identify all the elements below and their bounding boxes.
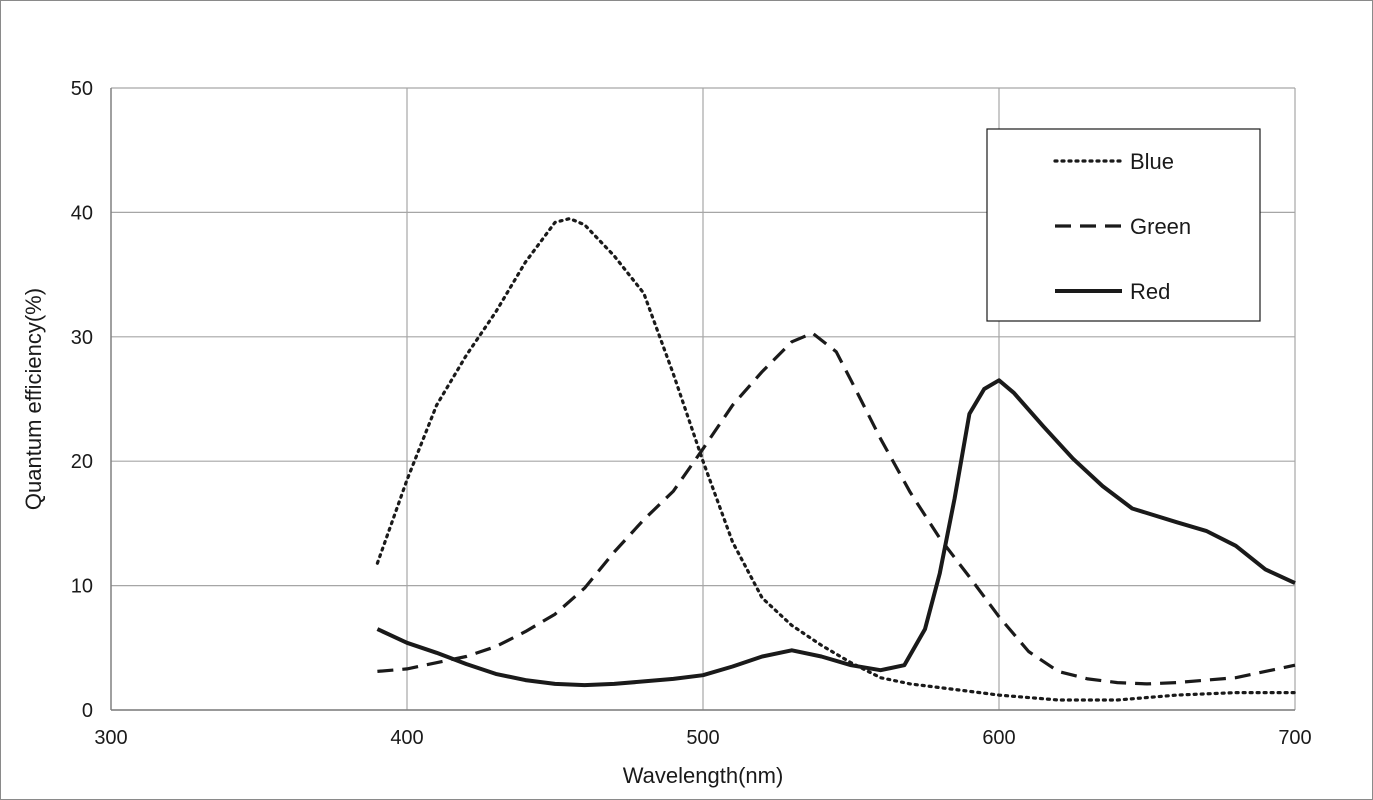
y-axis-ticks: 0 10 20 30 40 50 <box>71 78 93 722</box>
legend-label-red: Red <box>1130 279 1170 304</box>
series-line-red <box>376 378 1296 688</box>
y-tick-label: 0 <box>82 700 93 722</box>
y-tick-label: 10 <box>71 576 93 598</box>
legend-label-green: Green <box>1130 214 1191 239</box>
x-tick-label: 500 <box>686 727 719 749</box>
series-line-green <box>377 331 1296 686</box>
series-line-blue <box>375 217 1297 702</box>
x-tick-label: 400 <box>390 727 423 749</box>
x-tick-label: 300 <box>94 727 127 749</box>
y-tick-label: 30 <box>71 327 93 349</box>
x-tick-label: 700 <box>1278 727 1311 749</box>
y-axis-label: Quantum efficiency(%) <box>21 288 46 510</box>
legend-label-blue: Blue <box>1130 149 1174 174</box>
series-lines <box>375 217 1297 702</box>
y-tick-label: 20 <box>71 451 93 473</box>
y-tick-label: 40 <box>71 202 93 224</box>
legend-box <box>986 128 1261 322</box>
x-axis-ticks: 300 400 500 600 700 <box>94 727 1311 749</box>
x-axis-label: Wavelength(nm) <box>623 763 784 788</box>
legend: Blue Green Red <box>986 128 1261 322</box>
axes <box>110 88 1295 711</box>
y-tick-label: 50 <box>71 78 93 100</box>
x-tick-label: 600 <box>982 727 1015 749</box>
